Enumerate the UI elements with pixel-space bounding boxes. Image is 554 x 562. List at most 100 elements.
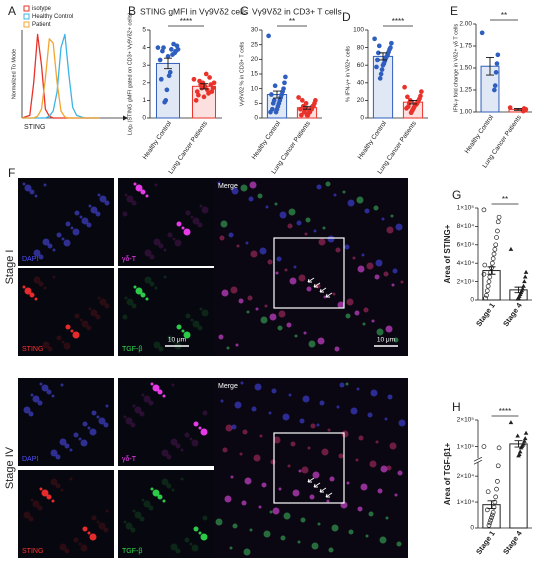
cell	[261, 482, 267, 488]
data-point	[492, 87, 497, 93]
cell	[224, 495, 232, 503]
data-point	[490, 510, 496, 515]
y-tick-label: 5	[142, 27, 146, 34]
data-point	[298, 106, 303, 112]
data-point	[164, 87, 170, 93]
cell	[298, 274, 306, 282]
cell	[304, 232, 308, 236]
cell	[87, 426, 91, 430]
y-tick-label: 1.25	[459, 87, 472, 94]
cell	[346, 481, 350, 485]
channel-label: TGF-β	[122, 346, 142, 353]
cell	[72, 228, 80, 236]
cell	[197, 222, 203, 228]
cell	[230, 475, 234, 479]
cell	[163, 248, 167, 252]
cell	[287, 223, 293, 229]
cell	[190, 318, 194, 322]
data-point	[269, 92, 274, 97]
data-point	[203, 71, 209, 77]
cell	[38, 254, 44, 260]
y-tick-label: 1×10⁵	[457, 205, 475, 212]
cell	[393, 337, 399, 343]
cell	[387, 394, 393, 400]
legend-swatch	[23, 13, 30, 20]
cell	[88, 307, 92, 311]
cell	[355, 458, 359, 462]
cell	[152, 489, 160, 497]
y-tick-label: 1.50	[459, 65, 472, 72]
cell	[191, 439, 199, 447]
cell	[323, 295, 327, 299]
cell	[392, 268, 398, 274]
error-bar	[487, 500, 496, 510]
cell	[257, 193, 263, 199]
cell	[242, 429, 248, 435]
cell	[228, 232, 234, 238]
y-tick-label: 2.00	[459, 21, 472, 28]
cell	[307, 446, 311, 450]
data-point	[155, 45, 161, 50]
channel-label: DAPI	[22, 456, 38, 463]
cell	[270, 459, 276, 465]
cell	[50, 449, 58, 457]
cell	[130, 422, 136, 428]
cell	[125, 417, 133, 425]
cell	[43, 183, 47, 187]
cell	[217, 181, 221, 185]
cell	[339, 382, 345, 388]
arrow	[319, 287, 327, 293]
cell	[55, 454, 61, 460]
cell	[167, 335, 173, 341]
y-tick-label: 0	[470, 525, 474, 532]
cell	[337, 301, 345, 309]
cell	[175, 548, 181, 554]
cell	[52, 275, 56, 279]
cell	[329, 476, 335, 482]
cell	[258, 505, 262, 509]
cell	[28, 411, 34, 417]
cell	[189, 542, 193, 546]
y-axis-label: Area of STING+	[443, 224, 452, 283]
error-bar	[514, 286, 523, 294]
cell	[225, 424, 233, 432]
data-point	[378, 71, 384, 77]
cell	[229, 546, 233, 550]
cell	[220, 399, 224, 403]
x-tick-label: Stage 1	[474, 301, 497, 328]
panel-letter: A	[8, 4, 16, 18]
histogram-line	[22, 38, 100, 119]
cell	[184, 432, 190, 438]
y-tick-label: 1.75	[459, 43, 472, 50]
cell	[90, 309, 98, 317]
cell	[51, 499, 55, 503]
data-point	[270, 100, 276, 106]
cell	[79, 318, 83, 322]
significance-label: ****	[499, 407, 511, 416]
error-bar	[487, 266, 496, 275]
x-tick-label: Healthy Control	[142, 120, 174, 161]
cell	[246, 310, 250, 314]
cell	[363, 307, 369, 313]
data-point	[481, 271, 487, 277]
cell	[89, 533, 97, 541]
cell	[398, 419, 406, 427]
cell	[342, 190, 346, 194]
cell	[367, 412, 373, 418]
cell	[360, 483, 368, 491]
cell	[32, 395, 40, 403]
data-point	[496, 214, 502, 220]
data-point	[208, 82, 214, 87]
data-point	[484, 507, 490, 513]
x-tick-label: Lung Cancer Patients	[167, 120, 209, 176]
cell	[278, 487, 282, 491]
data-point	[495, 463, 501, 469]
data-point	[492, 247, 498, 252]
y-tick-label: 6×10⁴	[457, 242, 475, 249]
cell	[140, 292, 146, 298]
cell	[105, 404, 109, 408]
error-bar	[514, 440, 523, 448]
data-point	[487, 274, 493, 280]
data-point	[489, 515, 494, 520]
